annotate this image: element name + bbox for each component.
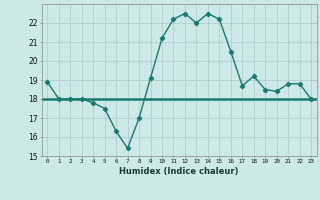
X-axis label: Humidex (Indice chaleur): Humidex (Indice chaleur) (119, 167, 239, 176)
